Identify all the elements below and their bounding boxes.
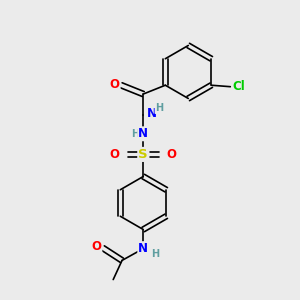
Text: N: N xyxy=(146,107,157,120)
Text: H: H xyxy=(155,103,164,113)
Text: H: H xyxy=(151,249,159,259)
Text: N: N xyxy=(138,127,148,140)
Text: O: O xyxy=(92,240,101,253)
Text: H: H xyxy=(131,129,139,139)
Text: O: O xyxy=(110,148,120,161)
Text: O: O xyxy=(167,148,177,161)
Text: N: N xyxy=(138,242,148,255)
Text: Cl: Cl xyxy=(232,80,245,93)
Text: O: O xyxy=(110,78,120,91)
Text: S: S xyxy=(138,148,148,161)
